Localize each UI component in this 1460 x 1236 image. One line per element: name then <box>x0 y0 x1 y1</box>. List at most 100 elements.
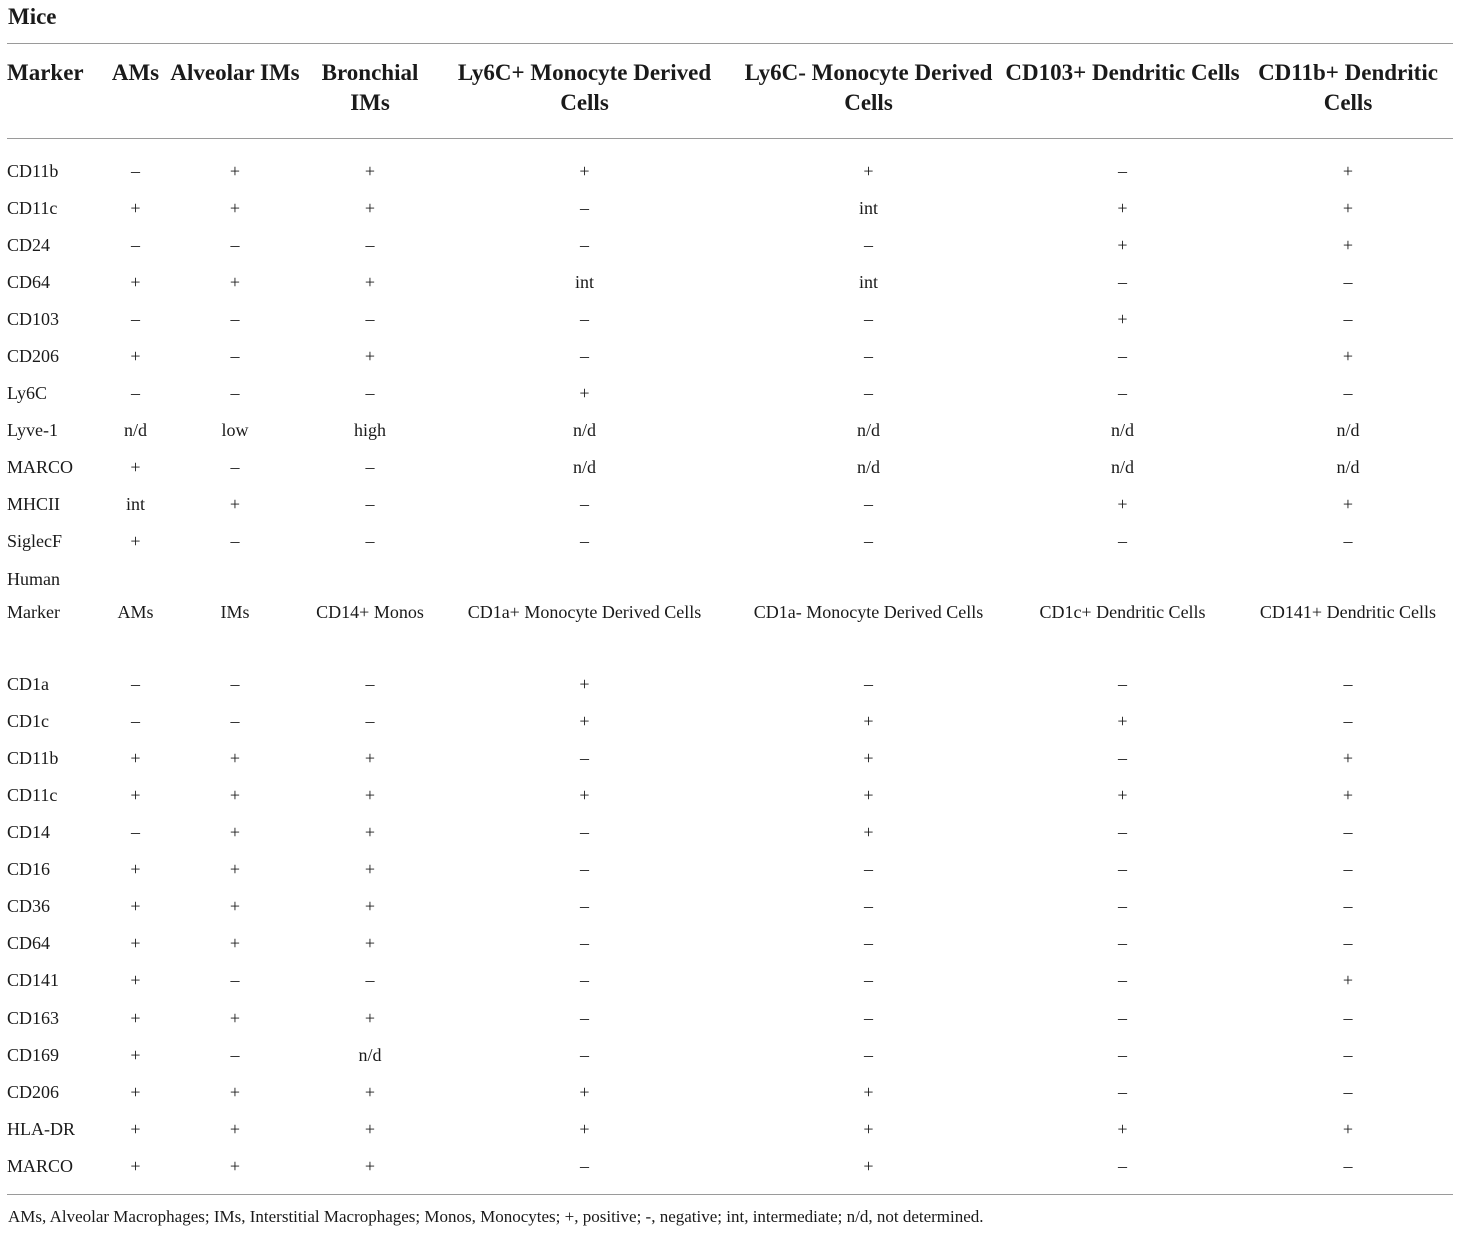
value-cell: – <box>580 970 589 991</box>
marker-cell: Ly6C <box>7 383 48 404</box>
value-cell: + <box>130 197 141 218</box>
marker-cell: Lyve-1 <box>7 420 58 441</box>
value-cell: – <box>365 308 375 329</box>
value-cell: – <box>864 234 873 255</box>
value-cell: – <box>1343 896 1353 917</box>
value-cell: – <box>131 822 140 843</box>
table-row: CD206 + – + – – – + <box>7 337 1453 374</box>
marker-cell: MHCII <box>7 494 60 515</box>
value-cell: + <box>130 970 141 991</box>
value-cell: – <box>864 859 873 880</box>
value-cell: – <box>230 970 240 991</box>
value-cell: + <box>863 1081 874 1102</box>
table-row: CD163 + + + – – – – <box>7 999 1453 1036</box>
column-header: CD1c+ Dendritic Cells <box>1039 602 1206 623</box>
marker-cell: MARCO <box>7 1155 74 1176</box>
value-cell: + <box>1117 1118 1128 1139</box>
value-cell: high <box>353 420 386 441</box>
value-cell: – <box>580 1155 589 1176</box>
value-cell: – <box>131 160 140 181</box>
table-row: CD11c + + + + + + + <box>7 776 1453 813</box>
marker-cell: CD14 <box>7 822 51 843</box>
mice-section-title: Mice <box>8 4 57 29</box>
value-cell: + <box>863 747 874 768</box>
value-cell: + <box>364 1007 376 1028</box>
value-cell: + <box>229 271 241 292</box>
value-cell: – <box>1343 1081 1353 1102</box>
value-cell: – <box>365 710 375 731</box>
value-cell: + <box>364 784 376 805</box>
marker-cell: CD103 <box>7 308 60 329</box>
marker-cell: HLA-DR <box>7 1118 75 1139</box>
table-row: SiglecF + – – – – – – <box>7 523 1453 560</box>
value-cell: + <box>229 747 241 768</box>
value-cell: + <box>229 859 241 880</box>
value-cell: – <box>365 531 375 552</box>
value-cell: + <box>1117 234 1128 255</box>
value-cell: – <box>864 896 873 917</box>
value-cell: – <box>580 346 589 367</box>
value-cell: – <box>1118 747 1127 768</box>
marker-cell: CD11b <box>7 747 59 768</box>
table-row: CD64 + + + – – – – <box>7 925 1453 962</box>
table-row: CD169 + – n/d – – – – <box>7 1036 1453 1073</box>
value-cell: – <box>580 933 589 954</box>
value-cell: + <box>130 784 141 805</box>
marker-cell: CD64 <box>7 271 51 292</box>
value-cell: – <box>365 383 375 404</box>
table-row: Ly6C – – – + – – – <box>7 375 1453 412</box>
value-cell: – <box>1118 673 1127 694</box>
value-cell: – <box>580 859 589 880</box>
value-cell: – <box>131 308 140 329</box>
top-rule <box>7 43 1453 44</box>
value-cell: – <box>1118 1044 1127 1065</box>
value-cell: n/d <box>1110 457 1134 478</box>
value-cell: – <box>230 1044 240 1065</box>
value-cell: + <box>130 1155 141 1176</box>
value-cell: + <box>579 784 590 805</box>
value-cell: + <box>579 383 590 404</box>
value-cell: + <box>364 197 376 218</box>
value-cell: + <box>229 1155 241 1176</box>
value-cell: – <box>1118 933 1127 954</box>
value-cell: + <box>863 822 874 843</box>
value-cell: + <box>863 1155 874 1176</box>
value-cell: – <box>1118 346 1127 367</box>
marker-cell: CD11c <box>7 784 58 805</box>
value-cell: – <box>131 383 140 404</box>
column-header: Marker <box>7 60 84 85</box>
marker-cell: CD16 <box>7 859 51 880</box>
table-row: CD11c + + + – int + + <box>7 189 1453 226</box>
value-cell: + <box>364 271 376 292</box>
value-cell: + <box>579 673 590 694</box>
value-cell: + <box>579 1118 590 1139</box>
value-cell: – <box>365 970 375 991</box>
marker-cell: MARCO <box>7 457 74 478</box>
value-cell: – <box>1343 308 1353 329</box>
value-cell: n/d <box>358 1044 382 1065</box>
marker-cell: CD206 <box>7 1081 60 1102</box>
value-cell: + <box>130 1118 141 1139</box>
value-cell: – <box>131 673 140 694</box>
table-row: CD1c – – – + + + – <box>7 702 1453 739</box>
value-cell: – <box>230 234 240 255</box>
table-row: CD16 + + + – – – – <box>7 851 1453 888</box>
value-cell: + <box>364 822 376 843</box>
value-cell: – <box>580 747 589 768</box>
value-cell: – <box>1118 160 1127 181</box>
value-cell: + <box>863 784 874 805</box>
value-cell: + <box>1342 494 1354 515</box>
table-row: CD141 + – – – – – + <box>7 962 1453 999</box>
value-cell: + <box>1342 1118 1354 1139</box>
marker-cell: CD11c <box>7 197 58 218</box>
value-cell: + <box>364 933 376 954</box>
value-cell: – <box>1118 383 1127 404</box>
value-cell: – <box>864 1044 873 1065</box>
value-cell: + <box>1117 784 1128 805</box>
marker-cell: CD163 <box>7 1007 60 1028</box>
value-cell: n/d <box>572 457 596 478</box>
value-cell: – <box>230 673 240 694</box>
value-cell: + <box>130 346 141 367</box>
value-cell: – <box>1118 822 1127 843</box>
